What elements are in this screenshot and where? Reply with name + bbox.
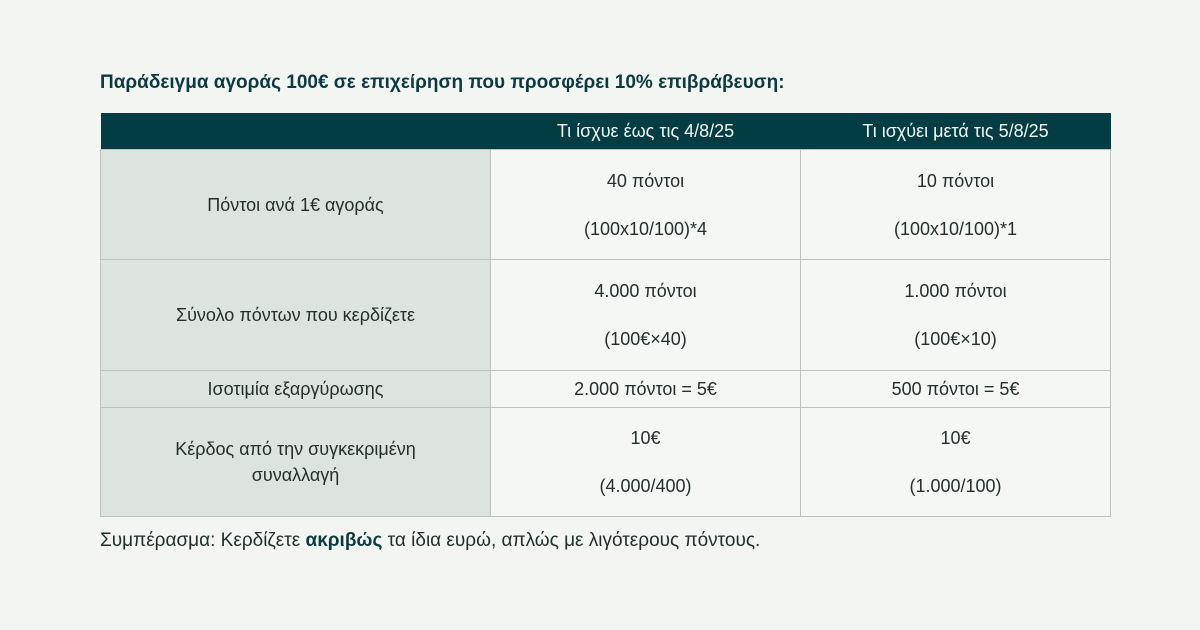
- row-label-total-points: Σύνολο πόντων που κερδίζετε: [100, 259, 491, 371]
- cell-before-exchange-rate: 2.000 πόντοι = 5€: [490, 370, 801, 408]
- table-header-row: Τι ίσχυε έως τις 4/8/25 Τι ισχύει μετά τ…: [100, 113, 1111, 150]
- cell-after-total-points: 1.000 πόντοι (100€×10): [800, 259, 1111, 371]
- header-empty-cell: [100, 113, 491, 150]
- table-row: Κέρδος από την συγκεκριμένη συναλλαγή 10…: [100, 407, 1111, 517]
- conclusion-suffix: τα ίδια ευρώ, απλώς με λιγότερους πόντου…: [382, 530, 761, 551]
- cell-before-transaction-profit: 10€ (4.000/400): [490, 407, 801, 517]
- header-before: Τι ίσχυε έως τις 4/8/25: [490, 113, 801, 150]
- table-row: Πόντοι ανά 1€ αγοράς 40 πόντοι (100x10/10…: [100, 149, 1111, 260]
- conclusion-emphasis: ακριβώς: [305, 530, 383, 551]
- cell-after-points-per-euro: 10 πόντοι (100x10/100)*1: [800, 149, 1111, 260]
- header-after: Τι ισχύει μετά τις 5/8/25: [800, 113, 1111, 150]
- table-row: Σύνολο πόντων που κερδίζετε 4.000 πόντοι…: [100, 259, 1111, 371]
- comparison-table: Τι ίσχυε έως τις 4/8/25 Τι ισχύει μετά τ…: [100, 113, 1111, 517]
- cell-after-exchange-rate: 500 πόντοι = 5€: [800, 370, 1111, 408]
- row-label-transaction-profit: Κέρδος από την συγκεκριμένη συναλλαγή: [100, 407, 491, 517]
- row-label-exchange-rate: Ισοτιμία εξαργύρωσης: [100, 370, 491, 408]
- cell-before-points-per-euro: 40 πόντοι (100x10/100)*4: [490, 149, 801, 260]
- cell-after-transaction-profit: 10€ (1.000/100): [800, 407, 1111, 517]
- page-heading: Παράδειγμα αγοράς 100€ σε επιχείρηση που…: [100, 72, 785, 93]
- conclusion-text: Συμπέρασμα: Κερδίζετε ακριβώς τα ίδια ευ…: [100, 530, 760, 552]
- table-row: Ισοτιμία εξαργύρωσης 2.000 πόντοι = 5€ 5…: [100, 370, 1111, 408]
- conclusion-prefix: Συμπέρασμα: Κερδίζετε: [100, 530, 306, 551]
- row-label-points-per-euro: Πόντοι ανά 1€ αγοράς: [100, 149, 491, 260]
- cell-before-total-points: 4.000 πόντοι (100€×40): [490, 259, 801, 371]
